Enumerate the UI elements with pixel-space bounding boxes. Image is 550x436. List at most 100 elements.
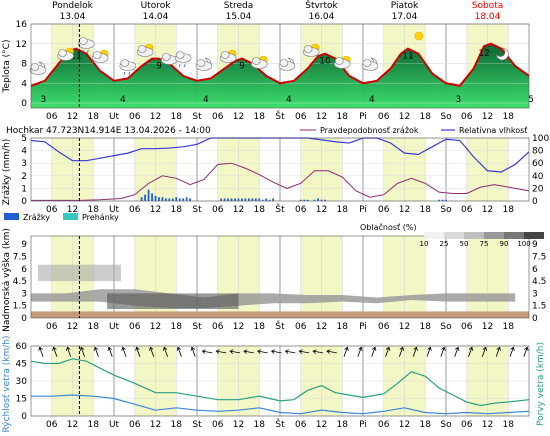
cloud-puff: [175, 51, 185, 59]
hour-tick-label: 06: [46, 205, 58, 215]
wind-ylabel-left: Rýchlosť vetra (km/h): [2, 335, 12, 432]
wind-arrow-icon: [215, 349, 227, 354]
cloud-legend-swatch: [424, 232, 444, 239]
hour-tick-label: 18: [503, 112, 515, 122]
hour-tick-label: 12: [399, 420, 410, 430]
moon-icon: [496, 47, 509, 61]
day-name: Streda: [224, 1, 254, 11]
cloud-ytick: 9: [21, 240, 27, 250]
wind-arrow-icon: [52, 346, 58, 357]
precip-bar: [147, 189, 150, 201]
sun-cloud-icon: [136, 43, 154, 57]
precip-bar: [220, 198, 223, 201]
cloud-legend-swatch: [444, 232, 464, 239]
hour-tick-label: 06: [461, 205, 473, 215]
precip-bar: [258, 198, 261, 201]
hour-tick-label: 06: [46, 420, 58, 430]
hour-tick-label: 18: [254, 420, 266, 430]
wind-ytick: 30: [16, 377, 28, 387]
sun-cloud-icon: [333, 55, 351, 69]
precip-bar: [144, 194, 147, 201]
wind-arrow-icon: [412, 346, 418, 357]
precip-ytick: 2: [21, 172, 27, 182]
hour-tick-label: 18: [171, 205, 183, 215]
precip-bar: [223, 198, 226, 201]
hour-tick-label: 06: [295, 322, 307, 332]
day-name: Piatok: [391, 1, 419, 11]
hour-tick-label: Št: [275, 418, 285, 430]
cloud-puff: [120, 59, 130, 67]
cloud-legend-title: Oblačnosť (%): [360, 222, 417, 232]
precip-bar: [247, 198, 250, 201]
wind-arrow-icon: [426, 346, 432, 357]
day-date: 17.04: [392, 12, 418, 22]
hour-tick-label: 18: [420, 322, 432, 332]
hour-tick-label: 12: [316, 112, 327, 122]
wind-arrow-icon: [135, 346, 141, 357]
hour-tick-label: 12: [399, 205, 410, 215]
hour-tick-label: 06: [212, 420, 224, 430]
precip-bar: [317, 198, 319, 201]
hour-tick-label: 06: [295, 112, 307, 122]
temp-max-label: 10: [319, 57, 331, 67]
precip-bar: [168, 198, 171, 201]
wind-ylabel-right: Porvy vetra (km/h): [536, 342, 546, 426]
hour-tick-label: So: [440, 322, 452, 332]
hour-tick-label: 06: [378, 205, 390, 215]
legend-showers-swatch: [63, 213, 78, 220]
hour-tick-label: Pi: [359, 322, 367, 332]
hour-tick-label: 12: [67, 322, 78, 332]
hour-tick-label: 12: [316, 205, 327, 215]
hour-tick-label: 18: [171, 322, 183, 332]
hour-tick-label: 18: [420, 112, 432, 122]
cloud-puff: [279, 59, 289, 67]
hour-tick-label: 18: [171, 112, 183, 122]
day-date: 18.04: [475, 12, 501, 22]
hour-tick-label: Ut: [109, 322, 120, 332]
hour-tick-label: 06: [295, 420, 307, 430]
hour-tick-label: 06: [212, 322, 224, 332]
precip-bar: [313, 199, 316, 201]
cloud-layer-dense: [107, 293, 239, 309]
cloud-legend-swatch: [484, 232, 504, 239]
sun-cloud-icon: [250, 55, 268, 69]
precip-bar: [272, 198, 274, 201]
humidity-ytick: 20: [532, 184, 544, 194]
temp-max-label: 11: [70, 52, 81, 62]
location-info: Hochkar 47.723N14.914E 13.04.2026 - 14:0…: [6, 126, 211, 136]
precip-bar: [254, 198, 257, 201]
wind-ytick: 60: [16, 342, 28, 352]
temp-ytick: 4: [21, 79, 27, 89]
cloud-ytick-right: 6: [532, 265, 538, 275]
precip-bar: [320, 199, 323, 201]
day-date: 15.04: [226, 12, 252, 22]
moon-cloud-icon: [195, 57, 213, 71]
precip-bar: [175, 197, 178, 201]
hour-tick-label: 12: [482, 322, 493, 332]
cloud-ytick: 4.5: [13, 277, 27, 287]
hour-tick-label: So: [440, 420, 452, 430]
cloud-puff: [196, 59, 206, 67]
hour-tick-label: 12: [150, 420, 161, 430]
humidity-ytick: 80: [532, 147, 544, 157]
wind-ytick: 45: [16, 360, 27, 370]
day-name: Štvrtok: [305, 0, 338, 11]
rain-drop: [86, 49, 89, 54]
wind-arrow-icon: [398, 346, 404, 357]
temp-min-label: 3: [456, 95, 462, 105]
cloud-legend-tick: 25: [440, 240, 449, 248]
precip-ytick: 3: [21, 159, 27, 169]
cloud-legend-tick: 10: [420, 240, 429, 248]
wind-arrow-icon: [38, 346, 44, 357]
wind-arrow-icon: [190, 346, 196, 357]
temp-min-label: 4: [120, 95, 126, 105]
wind-arrow-icon: [162, 346, 168, 357]
wind-arrow-icon: [509, 346, 515, 357]
wind-arrow-icon: [121, 346, 127, 357]
precip-bar: [303, 199, 306, 201]
hour-tick-label: 12: [399, 322, 410, 332]
hour-tick-label: St: [192, 205, 202, 215]
cloud-ytick-right: 3: [532, 289, 538, 299]
rain-drop: [178, 63, 181, 68]
hour-tick-label: So: [440, 205, 452, 215]
